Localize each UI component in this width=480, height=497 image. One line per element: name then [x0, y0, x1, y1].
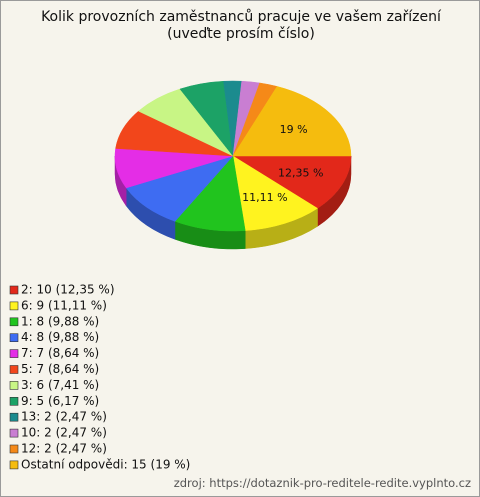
legend-swatch	[9, 444, 19, 454]
legend-label: 12: 2 (2,47 %)	[21, 442, 107, 456]
legend-swatch	[9, 301, 19, 311]
legend-swatch	[9, 317, 19, 327]
data-label: 11,11 %	[242, 191, 287, 204]
legend-label: 1: 8 (9,88 %)	[21, 314, 99, 328]
legend-swatch	[9, 333, 19, 343]
legend-label: 9: 5 (6,17 %)	[21, 394, 99, 408]
legend-swatch	[9, 428, 19, 438]
legend-label: Ostatní odpovědi: 15 (19 %)	[21, 457, 190, 471]
slice	[232, 86, 352, 157]
data-label: 19 %	[280, 123, 308, 136]
legend-swatch	[9, 285, 19, 295]
legend-swatch	[9, 396, 19, 406]
legend-label: 4: 8 (9,88 %)	[21, 330, 99, 344]
legend-label: 2: 10 (12,35 %)	[21, 283, 115, 297]
slice	[125, 155, 234, 222]
source: zdroj: https://dotaznik-pro-reditele-red…	[173, 476, 471, 490]
legend-swatch	[9, 460, 19, 470]
chart-title: Kolik provozních zaměstnanců pracuje ve …	[41, 9, 441, 42]
slice	[232, 155, 318, 231]
data-label: 12,35 %	[278, 167, 323, 180]
legend-label: 5: 7 (8,64 %)	[21, 362, 99, 376]
legend-swatch	[9, 365, 19, 374]
legend-swatch	[9, 349, 19, 358]
legend-label: 6: 9 (11,11 %)	[21, 298, 107, 312]
legend-swatch	[9, 381, 19, 390]
slice	[232, 155, 352, 209]
legend-swatch	[9, 412, 19, 422]
legend-label: 3: 6 (7,41 %)	[21, 378, 99, 392]
slice	[174, 155, 246, 232]
legend-label: 10: 2 (2,47 %)	[21, 426, 107, 440]
legend-label: 13: 2 (2,47 %)	[21, 410, 107, 424]
legend-label: 7: 7 (8,64 %)	[21, 346, 99, 360]
